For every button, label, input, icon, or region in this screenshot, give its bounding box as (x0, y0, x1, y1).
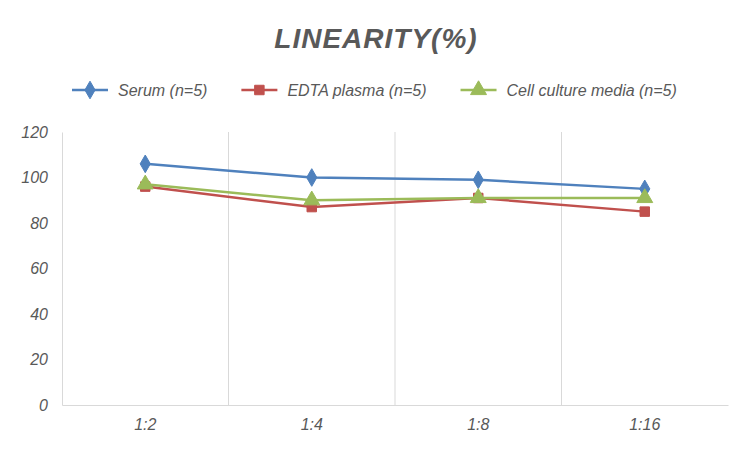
series-marker (137, 175, 153, 189)
x-axis-line (63, 405, 729, 406)
legend-label: EDTA plasma (n=5) (287, 82, 426, 99)
series-line (145, 164, 645, 189)
title: LINEARITY(%) (274, 23, 477, 54)
plot-area (137, 155, 652, 216)
series-marker (307, 169, 317, 187)
grid (229, 132, 562, 405)
y-tick: 40 (30, 306, 62, 323)
x-tick-label: 1:8 (467, 416, 489, 433)
x-tick-label: 1:4 (301, 416, 323, 433)
y-tick: 120 (21, 124, 62, 141)
y-tick: 60 (30, 260, 62, 277)
y-tick-label: 0 (39, 397, 48, 414)
grid-line (561, 132, 562, 405)
x-tick-label: 1:16 (629, 416, 660, 433)
x-tick: 1:2 (134, 405, 156, 433)
y-tick-label: 20 (29, 351, 48, 368)
series-marker (470, 189, 486, 203)
grid-line (228, 132, 229, 405)
series-marker (473, 171, 483, 189)
y-tick: 20 (29, 351, 62, 368)
y-axis-line (62, 133, 63, 406)
y-tick-label: 40 (30, 306, 48, 323)
series (137, 175, 652, 205)
y-axis: 0 20 40 60 80 100 120 (21, 124, 62, 414)
y-tick-label: 80 (30, 215, 48, 232)
legend: Serum (n=5) EDTA plasma (n=5) Cell culture… (72, 81, 677, 99)
y-tick: 0 (39, 397, 62, 414)
series-marker (304, 191, 320, 205)
grid-line (395, 132, 396, 405)
y-tick-label: 60 (30, 260, 48, 277)
legend-label: Cell culture media (n=5) (507, 82, 677, 99)
y-tick-label: 120 (21, 124, 48, 141)
legend-marker (85, 81, 95, 99)
legend-item: EDTA plasma (n=5) (241, 82, 426, 99)
x-tick: 1:16 (629, 405, 660, 433)
legend-label: Serum (n=5) (118, 82, 207, 99)
legend-item: Serum (n=5) (72, 81, 207, 99)
series-line (145, 184, 645, 200)
y-tick-label: 100 (21, 169, 48, 186)
chart: LINEARITY(%) 0 20 40 60 80 100 120 1:2 1:4 1:8 1:16… (0, 0, 752, 452)
series-marker (640, 207, 649, 216)
legend-marker (471, 81, 487, 95)
y-tick: 100 (21, 169, 62, 186)
y-tick: 80 (30, 215, 62, 232)
x-tick: 1:4 (301, 405, 323, 433)
background (0, 0, 752, 452)
series-marker (140, 155, 150, 173)
x-tick-label: 1:2 (134, 416, 156, 433)
legend-marker (255, 85, 264, 94)
x-tick: 1:8 (467, 405, 489, 433)
series (141, 182, 650, 217)
legend-item: Cell culture media (n=5) (461, 81, 677, 99)
x-axis: 1:2 1:4 1:8 1:16 (63, 405, 729, 433)
series-marker (637, 189, 653, 203)
